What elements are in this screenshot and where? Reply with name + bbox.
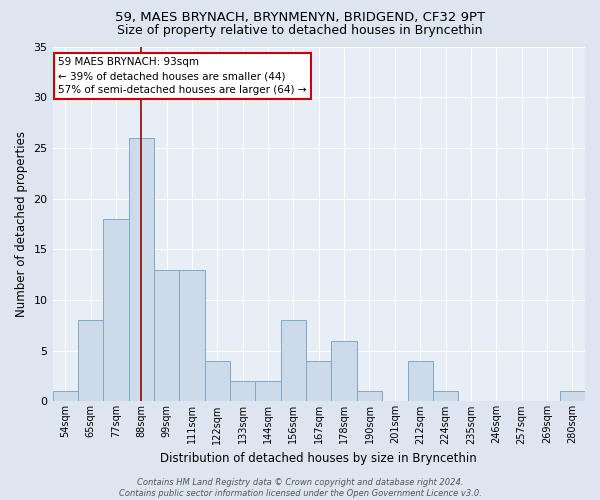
Text: 59 MAES BRYNACH: 93sqm
← 39% of detached houses are smaller (44)
57% of semi-det: 59 MAES BRYNACH: 93sqm ← 39% of detached… [58,57,307,95]
Bar [281,320,306,402]
Bar [256,381,281,402]
Y-axis label: Number of detached properties: Number of detached properties [15,131,28,317]
Bar [128,138,154,402]
Bar [154,270,179,402]
Bar [230,381,256,402]
Text: 59, MAES BRYNACH, BRYNMENYN, BRIDGEND, CF32 9PT: 59, MAES BRYNACH, BRYNMENYN, BRIDGEND, C… [115,11,485,24]
Bar [78,320,103,402]
Bar [179,270,205,402]
Bar [433,391,458,402]
Bar [205,361,230,402]
Bar [357,391,382,402]
Text: Size of property relative to detached houses in Bryncethin: Size of property relative to detached ho… [117,24,483,37]
Bar [560,391,585,402]
Bar [306,361,331,402]
Text: Contains HM Land Registry data © Crown copyright and database right 2024.
Contai: Contains HM Land Registry data © Crown c… [119,478,481,498]
X-axis label: Distribution of detached houses by size in Bryncethin: Distribution of detached houses by size … [160,452,477,465]
Bar [53,391,78,402]
Bar [331,340,357,402]
Bar [103,219,128,402]
Bar [407,361,433,402]
